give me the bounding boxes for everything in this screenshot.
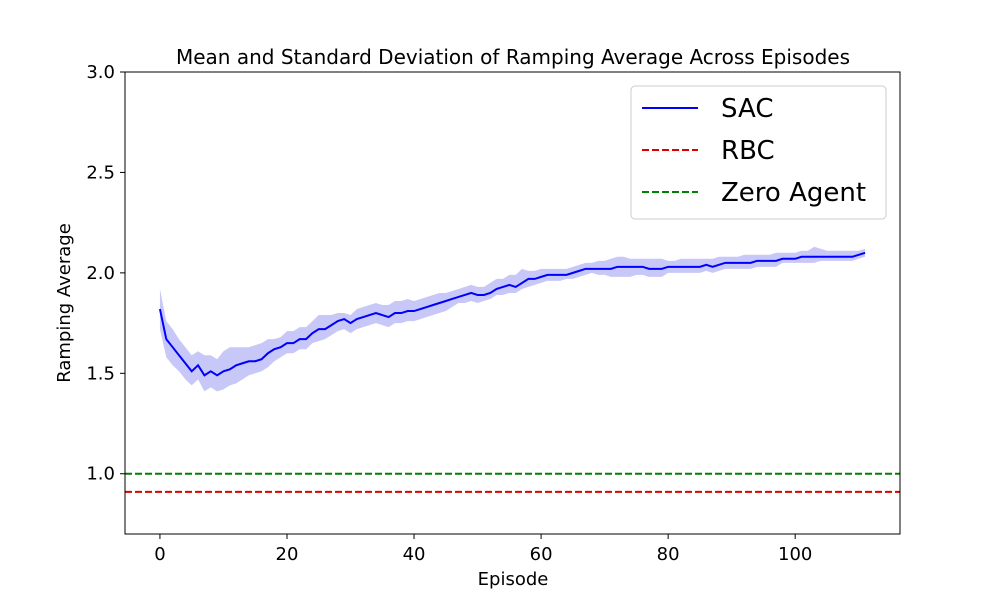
legend-box xyxy=(630,85,887,220)
x-tick-label: 0 xyxy=(154,544,165,565)
x-axis: 0 20 40 60 80 100 xyxy=(154,534,812,565)
x-tick-label: 40 xyxy=(403,544,426,565)
legend: SAC RBC Zero Agent xyxy=(630,85,887,220)
chart-title: Mean and Standard Deviation of Ramping A… xyxy=(176,45,850,69)
x-tick-label: 20 xyxy=(276,544,299,565)
series-band-sac xyxy=(159,246,866,392)
plot-frame xyxy=(124,71,901,535)
legend-label-zero-agent: Zero Agent xyxy=(721,178,866,208)
series-line-sac xyxy=(158,251,866,377)
y-tick-label: 2.5 xyxy=(86,162,115,183)
y-tick-label: 1.0 xyxy=(86,464,115,485)
y-tick-label: 1.5 xyxy=(86,363,115,384)
x-tick-label: 100 xyxy=(778,544,812,565)
y-tick-label: 3.0 xyxy=(86,62,115,83)
plot-area xyxy=(125,246,900,493)
y-tick-label: 2.0 xyxy=(86,263,115,284)
y-axis: 1.0 1.5 2.0 2.5 3.0 xyxy=(86,62,125,485)
x-axis-label: Episode xyxy=(478,569,549,590)
legend-label-sac: SAC xyxy=(721,94,773,124)
legend-label-rbc: RBC xyxy=(721,136,775,166)
x-tick-label: 60 xyxy=(530,544,553,565)
y-axis-label: Ramping Average xyxy=(54,223,75,383)
x-tick-label: 80 xyxy=(657,544,680,565)
